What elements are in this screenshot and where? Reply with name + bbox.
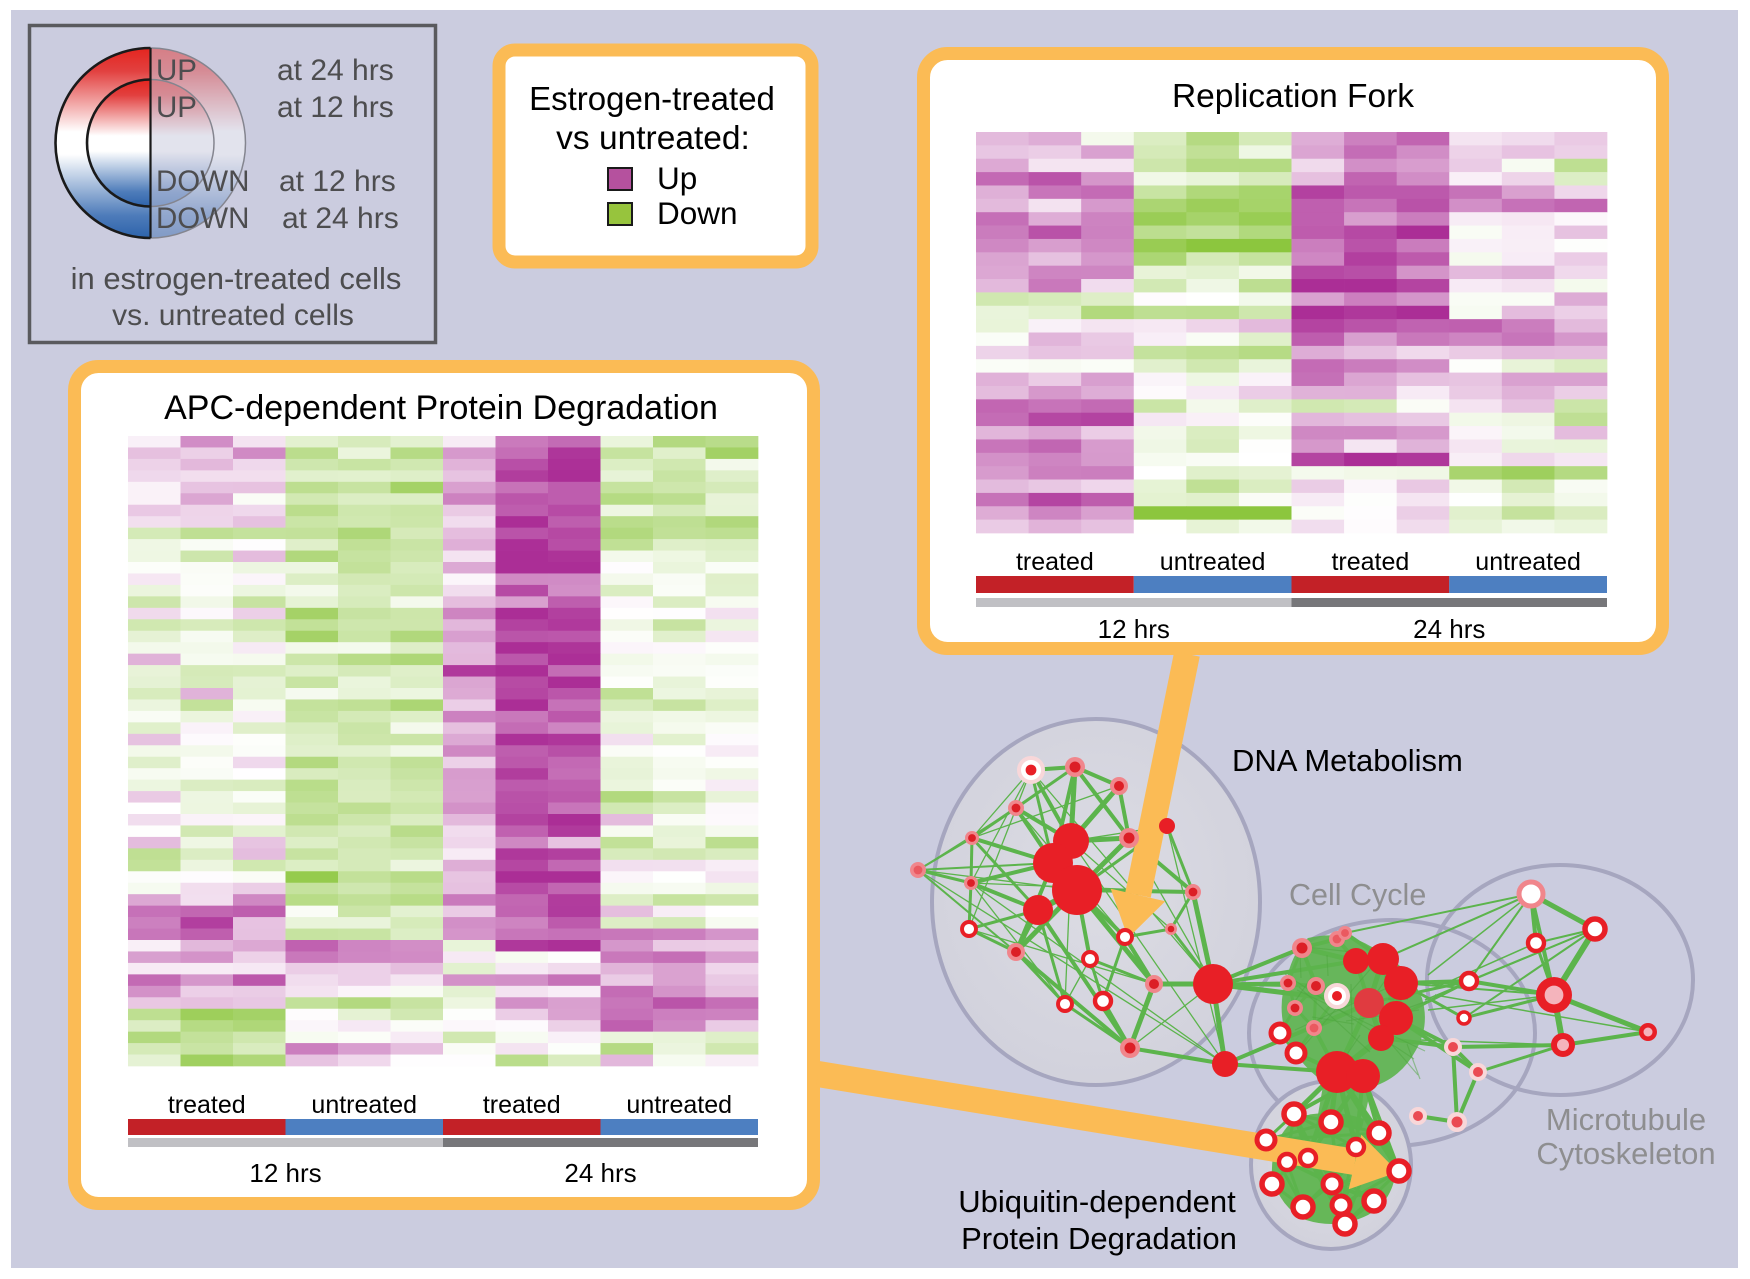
svg-text:Estrogen-treated: Estrogen-treated [529, 80, 775, 117]
svg-text:at 24 hrs: at 24 hrs [282, 202, 399, 235]
svg-text:at 12 hrs: at 12 hrs [279, 165, 396, 198]
svg-text:DNA Metabolism: DNA Metabolism [1232, 743, 1463, 778]
svg-text:Protein Degradation: Protein Degradation [961, 1221, 1237, 1256]
svg-text:vs. untreated cells: vs. untreated cells [112, 299, 354, 332]
svg-text:12 hrs: 12 hrs [1098, 614, 1170, 644]
svg-text:Replication Fork: Replication Fork [1172, 78, 1414, 115]
svg-text:APC-dependent Protein Degradat: APC-dependent Protein Degradation [164, 389, 718, 427]
svg-text:24 hrs: 24 hrs [564, 1158, 636, 1188]
svg-text:Down: Down [657, 195, 738, 231]
svg-text:Ubiquitin-dependent: Ubiquitin-dependent [958, 1184, 1236, 1219]
svg-text:UP: UP [156, 54, 197, 87]
svg-text:12 hrs: 12 hrs [249, 1158, 321, 1188]
svg-text:at 24 hrs: at 24 hrs [277, 54, 394, 87]
svg-text:Microtubule: Microtubule [1546, 1102, 1706, 1137]
svg-text:untreated: untreated [1475, 548, 1581, 576]
svg-text:at 12 hrs: at 12 hrs [277, 91, 394, 124]
svg-text:DOWN: DOWN [156, 202, 249, 235]
svg-text:UP: UP [156, 91, 197, 124]
svg-text:Up: Up [657, 160, 697, 196]
svg-text:Cytoskeleton: Cytoskeleton [1536, 1136, 1715, 1171]
svg-text:untreated: untreated [626, 1091, 732, 1119]
svg-text:untreated: untreated [1160, 548, 1266, 576]
svg-text:treated: treated [1331, 548, 1409, 576]
svg-text:vs untreated:: vs untreated: [556, 120, 750, 157]
svg-text:in estrogen-treated cells: in estrogen-treated cells [71, 261, 402, 296]
svg-text:Cell Cycle: Cell Cycle [1289, 878, 1426, 912]
svg-text:24 hrs: 24 hrs [1413, 614, 1485, 644]
svg-text:treated: treated [1016, 548, 1094, 576]
svg-text:treated: treated [483, 1091, 561, 1119]
svg-text:DOWN: DOWN [156, 165, 249, 198]
svg-text:untreated: untreated [311, 1091, 417, 1119]
svg-text:treated: treated [168, 1091, 246, 1119]
